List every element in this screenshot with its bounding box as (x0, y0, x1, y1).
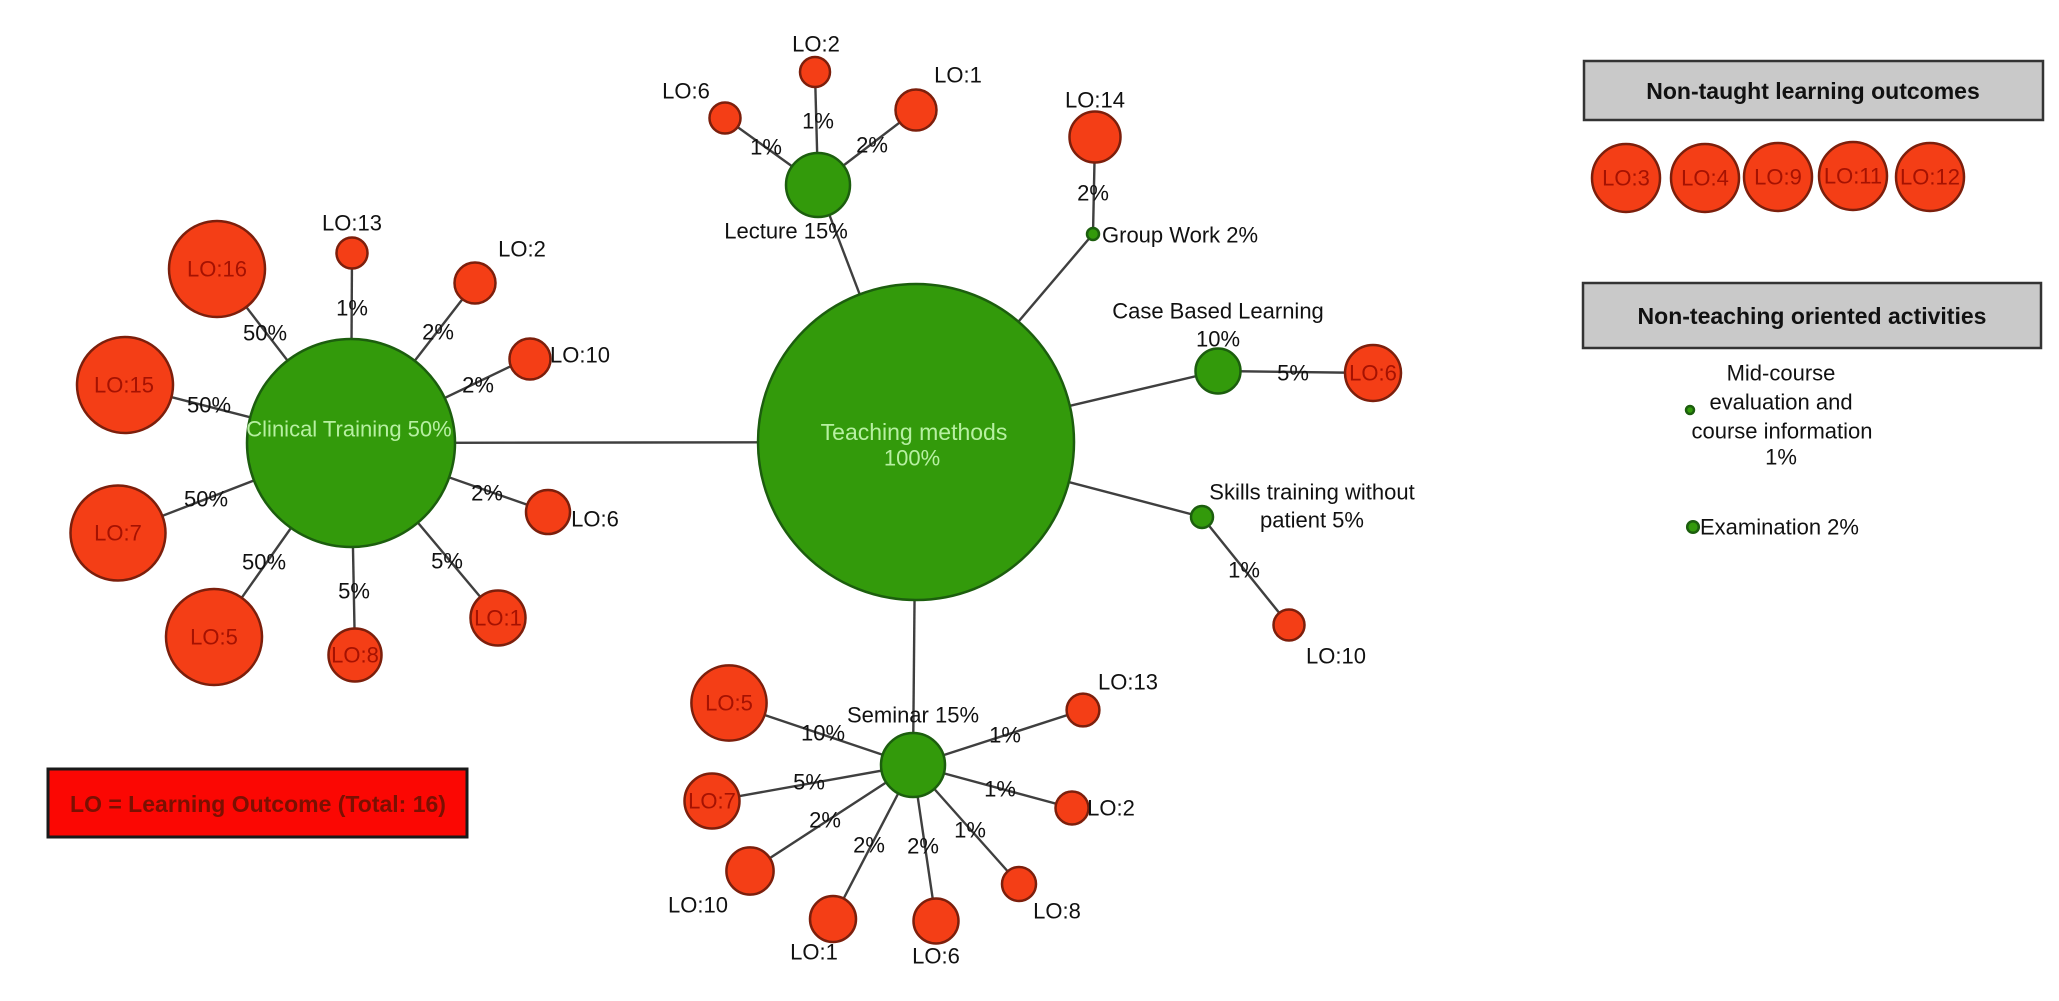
svg-text:LO:2: LO:2 (1087, 796, 1135, 821)
svg-text:LO:6: LO:6 (912, 944, 960, 969)
svg-text:50%: 50% (187, 393, 231, 418)
svg-text:LO:7: LO:7 (688, 789, 736, 814)
svg-text:2%: 2% (422, 320, 454, 345)
svg-text:evaluation and: evaluation and (1709, 390, 1852, 415)
svg-text:1%: 1% (750, 135, 782, 160)
svg-text:1%: 1% (802, 109, 834, 134)
svg-text:2%: 2% (907, 834, 939, 859)
svg-text:2%: 2% (809, 808, 841, 833)
svg-text:LO:8: LO:8 (1033, 899, 1081, 924)
svg-text:LO:7: LO:7 (94, 521, 142, 546)
svg-text:Teaching methods: Teaching methods (821, 419, 1008, 445)
svg-text:LO:4: LO:4 (1681, 166, 1729, 191)
svg-text:5%: 5% (793, 770, 825, 795)
svg-text:LO:1: LO:1 (790, 940, 838, 965)
svg-text:LO:3: LO:3 (1602, 166, 1650, 191)
svg-text:LO:6: LO:6 (1349, 361, 1397, 386)
svg-text:10%: 10% (1196, 327, 1240, 352)
svg-text:Lecture 15%: Lecture 15% (724, 219, 848, 244)
svg-text:2%: 2% (462, 373, 494, 398)
svg-text:50%: 50% (242, 550, 286, 575)
svg-text:Non-taught learning outcomes: Non-taught learning outcomes (1646, 78, 1980, 104)
svg-text:LO:5: LO:5 (705, 691, 753, 716)
svg-text:LO:5: LO:5 (190, 625, 238, 650)
svg-text:LO:6: LO:6 (662, 79, 710, 104)
svg-text:LO:6: LO:6 (571, 507, 619, 532)
svg-text:Skills training without: Skills training without (1209, 480, 1414, 505)
svg-text:LO = Learning Outcome (Total:: LO = Learning Outcome (Total: 16) (70, 791, 446, 817)
svg-text:LO:13: LO:13 (1098, 670, 1158, 695)
svg-text:LO:1: LO:1 (934, 63, 982, 88)
svg-text:2%: 2% (1077, 181, 1109, 206)
svg-text:1%: 1% (336, 296, 368, 321)
svg-text:LO:1: LO:1 (474, 606, 522, 631)
svg-text:LO:10: LO:10 (550, 343, 610, 368)
svg-text:Mid-course: Mid-course (1727, 361, 1836, 386)
svg-text:LO:9: LO:9 (1754, 165, 1802, 190)
svg-text:2%: 2% (853, 833, 885, 858)
svg-text:LO:14: LO:14 (1065, 88, 1125, 113)
svg-text:1%: 1% (984, 777, 1016, 802)
svg-text:LO:15: LO:15 (94, 373, 154, 398)
svg-text:LO:10: LO:10 (1306, 644, 1366, 669)
svg-text:Case Based Learning: Case Based Learning (1112, 299, 1324, 324)
svg-text:5%: 5% (1277, 361, 1309, 386)
svg-text:10%: 10% (801, 721, 845, 746)
svg-text:course information: course information (1692, 419, 1873, 444)
svg-text:Seminar 15%: Seminar 15% (847, 703, 979, 728)
svg-text:LO:10: LO:10 (668, 893, 728, 918)
svg-text:100%: 100% (884, 446, 940, 471)
svg-text:LO:2: LO:2 (498, 237, 546, 262)
svg-text:2%: 2% (471, 481, 503, 506)
svg-text:Non-teaching oriented activiti: Non-teaching oriented activities (1638, 303, 1987, 329)
svg-text:LO:12: LO:12 (1900, 165, 1960, 190)
svg-text:50%: 50% (184, 487, 228, 512)
svg-text:1%: 1% (989, 723, 1021, 748)
svg-text:LO:16: LO:16 (187, 257, 247, 282)
svg-text:LO:13: LO:13 (322, 211, 382, 236)
svg-text:LO:2: LO:2 (792, 32, 840, 57)
svg-text:5%: 5% (338, 579, 370, 604)
svg-text:5%: 5% (431, 549, 463, 574)
svg-text:50%: 50% (243, 321, 287, 346)
svg-text:LO:8: LO:8 (331, 643, 379, 668)
svg-text:patient 5%: patient 5% (1260, 508, 1364, 533)
svg-text:LO:11: LO:11 (1824, 164, 1882, 189)
svg-text:Clinical Training 50%: Clinical Training 50% (246, 417, 451, 442)
svg-text:2%: 2% (856, 133, 888, 158)
svg-text:Examination 2%: Examination 2% (1700, 515, 1859, 540)
svg-text:1%: 1% (1228, 558, 1260, 583)
svg-text:Group Work 2%: Group Work 2% (1102, 223, 1258, 248)
svg-text:1%: 1% (1765, 445, 1797, 470)
svg-text:1%: 1% (954, 818, 986, 843)
